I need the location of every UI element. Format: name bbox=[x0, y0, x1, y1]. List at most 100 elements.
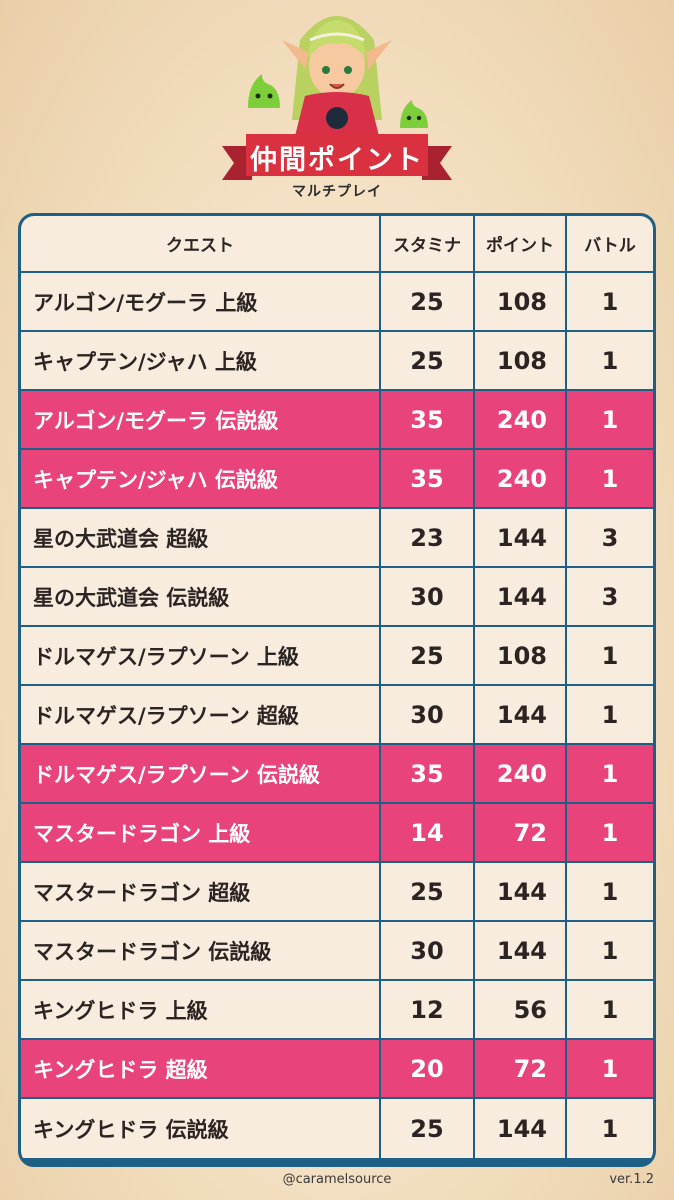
quest-cell: マスタードラゴン 超級 bbox=[21, 863, 381, 922]
slime-icon-right bbox=[400, 100, 428, 128]
column-header-battles: バトル bbox=[567, 216, 653, 273]
points-cell: 72 bbox=[475, 1040, 567, 1099]
slime-eye bbox=[255, 93, 261, 99]
slime-eye bbox=[416, 115, 422, 121]
battles-cell: 1 bbox=[567, 332, 653, 391]
quest-cell: キングヒドラ 超級 bbox=[21, 1040, 381, 1099]
battles-cell: 1 bbox=[567, 1099, 653, 1158]
table-row: キングヒドラ 超級 20 72 1 bbox=[21, 1040, 653, 1099]
points-cell: 144 bbox=[475, 863, 567, 922]
version-label: ver.1.2 bbox=[609, 1172, 654, 1187]
battles-cell: 1 bbox=[567, 273, 653, 332]
quest-cell: ドルマゲス/ラプソーン 伝説級 bbox=[21, 745, 381, 804]
slime-eye bbox=[406, 115, 412, 121]
page-subtitle: マルチプレイ bbox=[292, 184, 382, 200]
battles-cell: 1 bbox=[567, 863, 653, 922]
character-eye-right bbox=[344, 66, 352, 74]
stamina-cell: 20 bbox=[381, 1040, 475, 1099]
character-headband bbox=[309, 32, 365, 42]
stamina-cell: 25 bbox=[381, 1099, 475, 1158]
quest-cell: キャプテン/ジャハ 上級 bbox=[21, 332, 381, 391]
character-ear-right bbox=[366, 40, 392, 70]
table-row: マスタードラゴン 伝説級 30 144 1 bbox=[21, 922, 653, 981]
battles-cell: 3 bbox=[567, 509, 653, 568]
stamina-cell: 35 bbox=[381, 450, 475, 509]
points-cell: 240 bbox=[475, 450, 567, 509]
column-header-stamina: スタミナ bbox=[381, 216, 475, 273]
slime-icon-left bbox=[248, 74, 280, 108]
table-row: キングヒドラ 上級 12 56 1 bbox=[21, 981, 653, 1040]
quest-cell: ドルマゲス/ラプソーン 上級 bbox=[21, 627, 381, 686]
character-face bbox=[309, 34, 365, 98]
points-cell: 108 bbox=[475, 332, 567, 391]
table-row: アルゴン/モグーラ 伝説級 35 240 1 bbox=[21, 391, 653, 450]
stamina-cell: 14 bbox=[381, 804, 475, 863]
character-ear-left bbox=[282, 40, 308, 70]
table-row: アルゴン/モグーラ 上級 25 108 1 bbox=[21, 273, 653, 332]
header: 仲間ポイント マルチプレイ bbox=[0, 0, 674, 210]
battles-cell: 1 bbox=[567, 804, 653, 863]
table-row: キャプテン/ジャハ 上級 25 108 1 bbox=[21, 332, 653, 391]
points-cell: 144 bbox=[475, 509, 567, 568]
stamina-cell: 23 bbox=[381, 509, 475, 568]
points-cell: 108 bbox=[475, 627, 567, 686]
points-cell: 144 bbox=[475, 1099, 567, 1158]
header-illustration bbox=[222, 16, 452, 180]
table-row: ドルマゲス/ラプソーン 上級 25 108 1 bbox=[21, 627, 653, 686]
battles-cell: 1 bbox=[567, 1040, 653, 1099]
points-cell: 108 bbox=[475, 273, 567, 332]
stamina-cell: 30 bbox=[381, 686, 475, 745]
page-title: 仲間ポイント bbox=[250, 145, 424, 176]
table-row: ドルマゲス/ラプソーン 伝説級 35 240 1 bbox=[21, 745, 653, 804]
points-cell: 72 bbox=[475, 804, 567, 863]
table-row: ドルマゲス/ラプソーン 超級 30 144 1 bbox=[21, 686, 653, 745]
table-row: マスタードラゴン 上級 14 72 1 bbox=[21, 804, 653, 863]
points-cell: 240 bbox=[475, 745, 567, 804]
stamina-cell: 35 bbox=[381, 745, 475, 804]
quest-cell: アルゴン/モグーラ 伝説級 bbox=[21, 391, 381, 450]
stamina-cell: 35 bbox=[381, 391, 475, 450]
stamina-cell: 25 bbox=[381, 332, 475, 391]
table-row: 星の大武道会 伝説級 30 144 3 bbox=[21, 568, 653, 627]
quest-cell: 星の大武道会 超級 bbox=[21, 509, 381, 568]
table-header-row: クエスト スタミナ ポイント バトル bbox=[21, 216, 653, 273]
battles-cell: 1 bbox=[567, 745, 653, 804]
character-bangs bbox=[308, 20, 366, 58]
character-mouth bbox=[329, 83, 345, 89]
battles-cell: 1 bbox=[567, 686, 653, 745]
points-cell: 144 bbox=[475, 568, 567, 627]
quest-cell: キングヒドラ 上級 bbox=[21, 981, 381, 1040]
battles-cell: 1 bbox=[567, 922, 653, 981]
points-cell: 240 bbox=[475, 391, 567, 450]
column-header-quest: クエスト bbox=[21, 216, 381, 273]
battles-cell: 1 bbox=[567, 450, 653, 509]
quest-cell: マスタードラゴン 伝説級 bbox=[21, 922, 381, 981]
table-row: キャプテン/ジャハ 伝説級 35 240 1 bbox=[21, 450, 653, 509]
column-header-points: ポイント bbox=[475, 216, 567, 273]
battles-cell: 1 bbox=[567, 391, 653, 450]
character-eye-left bbox=[322, 66, 330, 74]
points-cell: 144 bbox=[475, 686, 567, 745]
battles-cell: 1 bbox=[567, 981, 653, 1040]
slime-eye bbox=[267, 93, 273, 99]
table-row: キングヒドラ 伝説級 25 144 1 bbox=[21, 1099, 653, 1158]
banner-tail-left bbox=[222, 146, 252, 180]
quest-cell: キャプテン/ジャハ 伝説級 bbox=[21, 450, 381, 509]
stamina-cell: 12 bbox=[381, 981, 475, 1040]
banner-ribbon bbox=[246, 134, 428, 176]
table-row: 星の大武道会 超級 23 144 3 bbox=[21, 509, 653, 568]
stamina-cell: 25 bbox=[381, 863, 475, 922]
character-emblem bbox=[326, 107, 348, 129]
battles-cell: 1 bbox=[567, 627, 653, 686]
points-cell: 144 bbox=[475, 922, 567, 981]
stamina-cell: 25 bbox=[381, 273, 475, 332]
author-handle: @caramelsource bbox=[282, 1172, 392, 1187]
stamina-cell: 25 bbox=[381, 627, 475, 686]
points-cell: 56 bbox=[475, 981, 567, 1040]
stamina-cell: 30 bbox=[381, 922, 475, 981]
quest-cell: 星の大武道会 伝説級 bbox=[21, 568, 381, 627]
table-row: マスタードラゴン 超級 25 144 1 bbox=[21, 863, 653, 922]
quest-cell: アルゴン/モグーラ 上級 bbox=[21, 273, 381, 332]
quest-cell: マスタードラゴン 上級 bbox=[21, 804, 381, 863]
banner-tail-right bbox=[422, 146, 452, 180]
